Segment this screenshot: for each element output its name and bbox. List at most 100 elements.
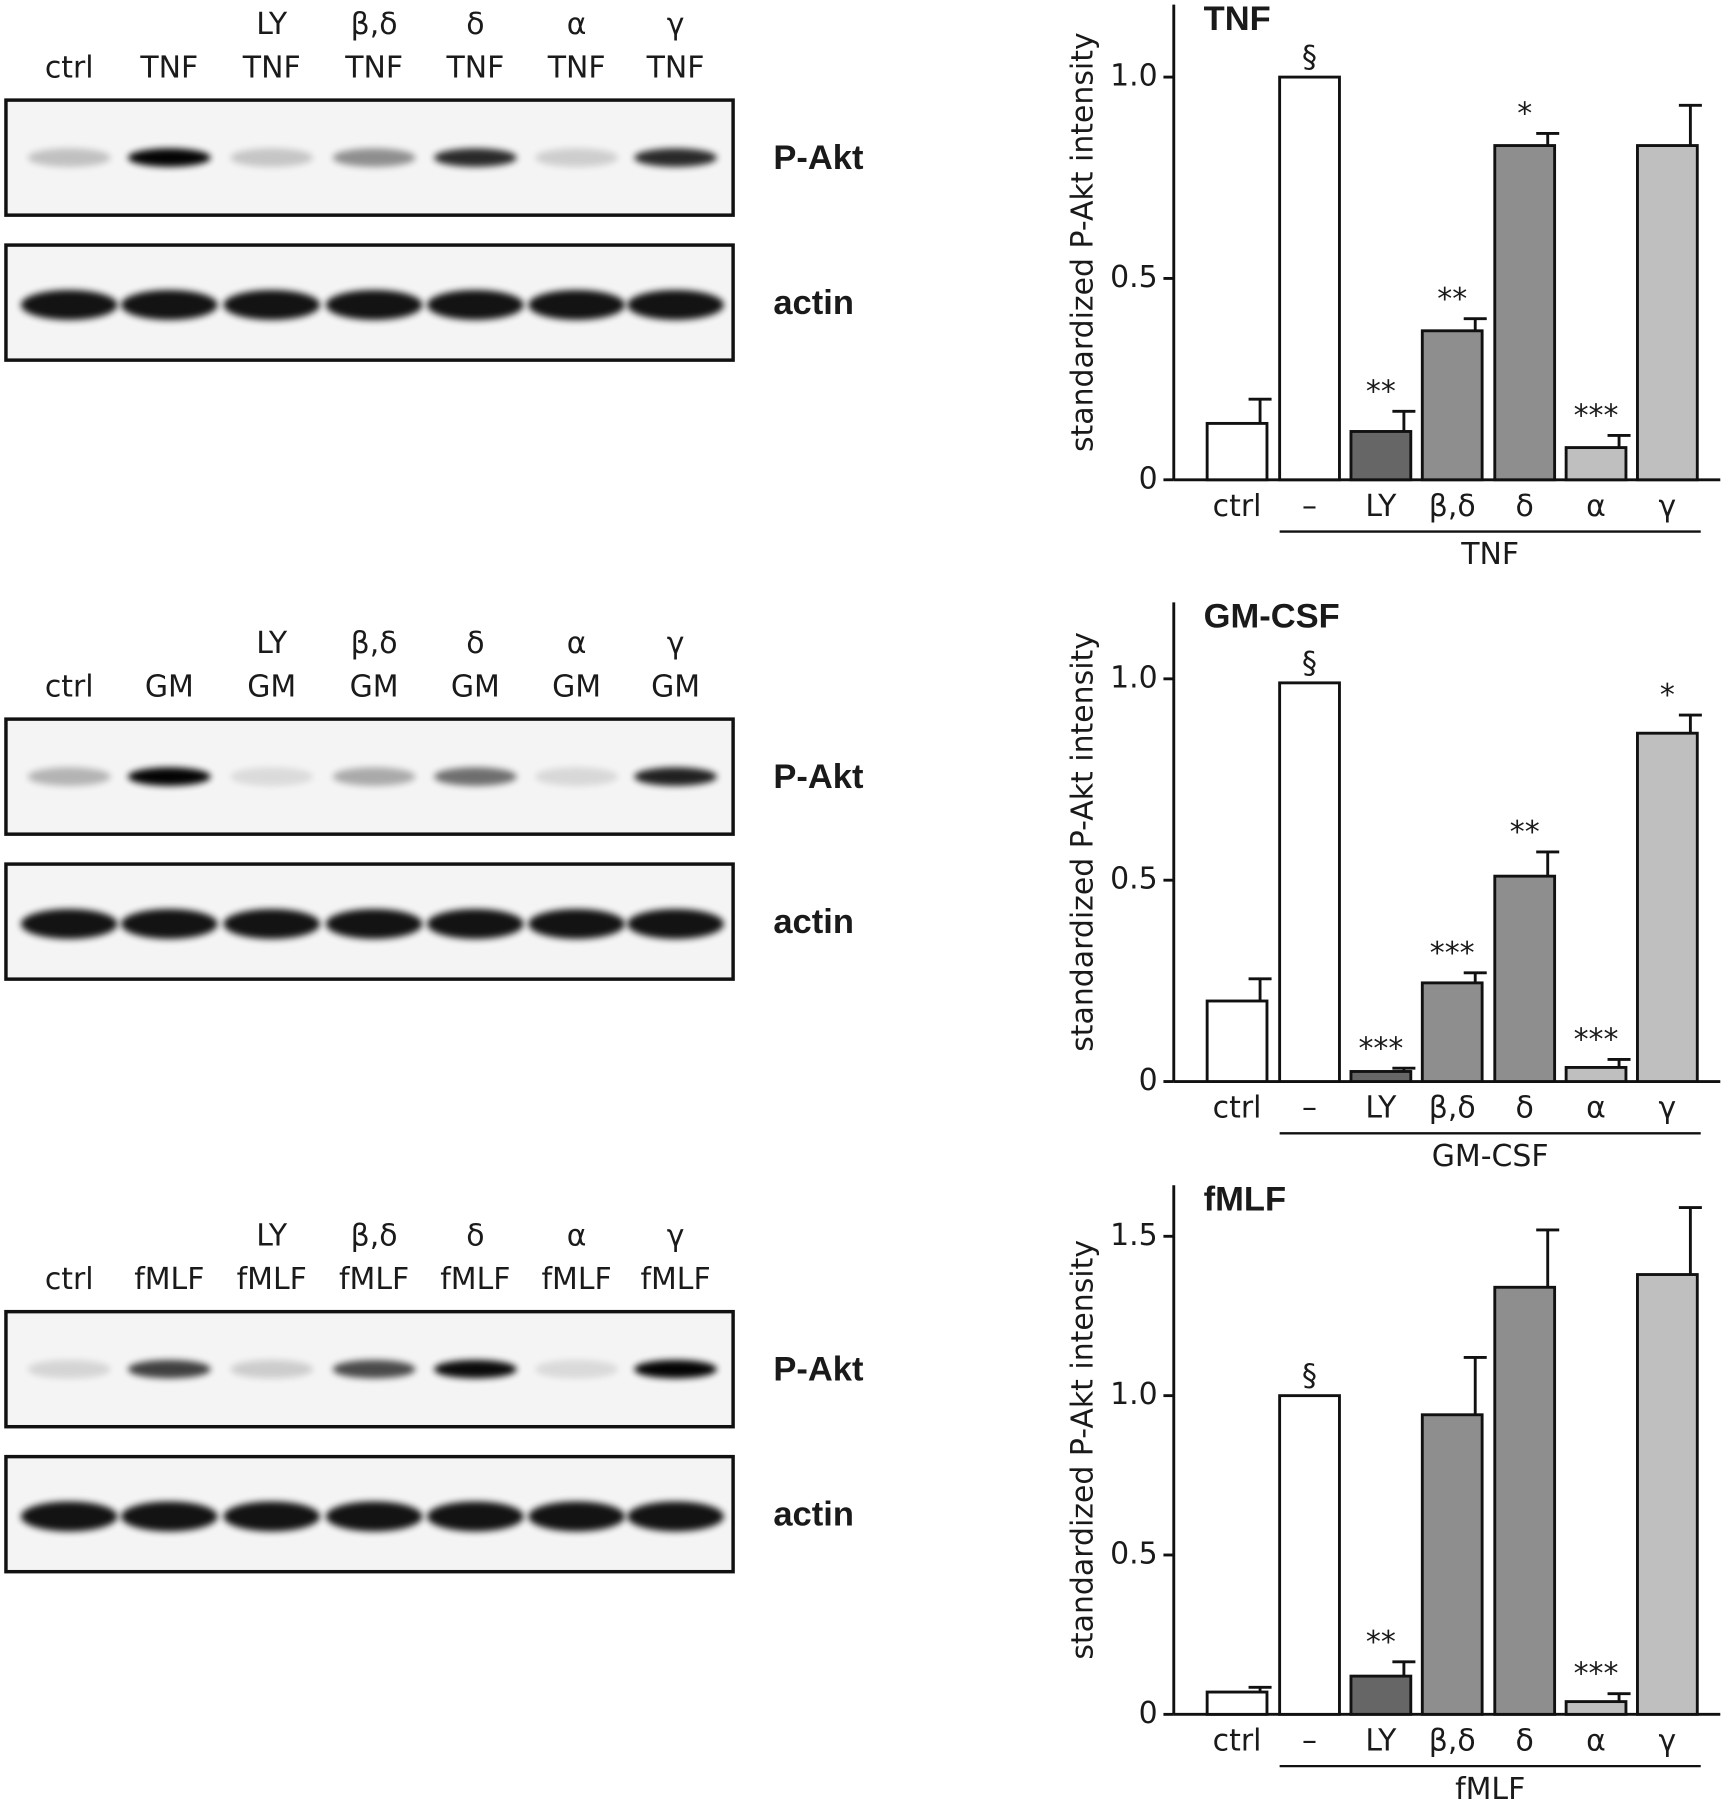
- blot-band: [223, 908, 321, 939]
- significance-label: **: [1366, 1625, 1396, 1660]
- bar: [1420, 1413, 1484, 1716]
- x-tick-label: LY: [1365, 489, 1397, 524]
- x-tick-label: α: [1586, 1723, 1606, 1758]
- lane-label: GM: [651, 670, 700, 705]
- y-tick-label: 1.0: [1110, 1377, 1158, 1412]
- lane-label: fMLF: [339, 1262, 409, 1297]
- blot-band: [332, 148, 416, 167]
- blot-band: [127, 767, 211, 786]
- significance-label: **: [1366, 374, 1396, 409]
- blot-band: [332, 1359, 416, 1379]
- significance-label: §: [1302, 40, 1317, 75]
- lane-label: α: [567, 626, 587, 661]
- lane-label: α: [567, 7, 587, 42]
- blot-band: [535, 1359, 619, 1379]
- bar: [1420, 981, 1484, 1083]
- blot-band: [627, 289, 724, 320]
- significance-label: **: [1437, 282, 1467, 317]
- significance-label: ***: [1358, 1031, 1403, 1066]
- band-label: P-Akt: [773, 1351, 864, 1389]
- bar: [1278, 75, 1341, 482]
- y-tick-label: 0: [1139, 1696, 1158, 1731]
- bar: [1349, 1674, 1413, 1716]
- bar: [1564, 446, 1628, 482]
- lane-label: GM: [145, 670, 194, 705]
- group-label: GM-CSF: [1432, 1139, 1549, 1174]
- blot-band: [634, 1359, 718, 1379]
- group-label: TNF: [1460, 537, 1519, 572]
- significance-label: ***: [1574, 399, 1619, 434]
- lane-label: TNF: [242, 51, 301, 86]
- bar: [1205, 421, 1269, 482]
- lane-label: fMLF: [237, 1262, 307, 1297]
- lane-label: LY: [256, 626, 288, 661]
- significance-label: ***: [1430, 936, 1475, 971]
- blot-band: [223, 1501, 321, 1532]
- band-label: P-Akt: [773, 139, 864, 177]
- significance-label: §: [1302, 646, 1317, 681]
- blot-band: [230, 767, 314, 786]
- x-tick-label: ctrl: [1213, 1723, 1262, 1758]
- blot-band: [634, 767, 718, 786]
- x-tick-label: γ: [1659, 1723, 1677, 1758]
- blot-band: [121, 1501, 218, 1532]
- lane-label: γ: [667, 7, 685, 42]
- x-tick-label: δ: [1516, 489, 1534, 524]
- blot-band: [20, 908, 118, 939]
- blot-band: [20, 289, 118, 320]
- lane-label: γ: [667, 1218, 685, 1253]
- lane-label: β,δ: [351, 1218, 398, 1253]
- significance-label: §: [1302, 1359, 1317, 1394]
- x-tick-label: γ: [1659, 489, 1677, 524]
- x-tick-label: δ: [1516, 1723, 1534, 1758]
- significance-label: **: [1510, 815, 1540, 850]
- lane-label: LY: [256, 1218, 288, 1253]
- lane-label: GM: [247, 670, 296, 705]
- blot-band: [535, 148, 619, 167]
- significance-label: *: [1517, 97, 1532, 132]
- y-tick-label: 0: [1139, 461, 1158, 496]
- blot-band: [427, 908, 524, 939]
- blot-band: [127, 148, 211, 167]
- bar: [1420, 329, 1484, 482]
- bar: [1493, 1285, 1557, 1716]
- x-tick-label: –: [1302, 1091, 1317, 1126]
- bar: [1205, 1690, 1269, 1716]
- blot-band: [121, 289, 218, 320]
- lane-label: GM: [451, 670, 500, 705]
- x-tick-label: β,δ: [1429, 1723, 1476, 1758]
- bar: [1205, 999, 1269, 1083]
- x-tick-label: –: [1302, 489, 1317, 524]
- lane-label: ctrl: [45, 51, 94, 86]
- bar: [1349, 430, 1413, 482]
- blot-band: [627, 908, 724, 939]
- blot-band: [427, 1501, 524, 1532]
- band-label: actin: [773, 284, 854, 322]
- chart-title: fMLF: [1204, 1181, 1286, 1219]
- blot-band: [634, 148, 718, 167]
- blot-band: [27, 1359, 111, 1379]
- y-tick-label: 1.0: [1110, 59, 1158, 94]
- lane-label: ctrl: [45, 670, 94, 705]
- blot-band: [528, 289, 625, 320]
- bar: [1564, 1066, 1628, 1083]
- lane-label: GM: [552, 670, 601, 705]
- lane-label: fMLF: [640, 1262, 710, 1297]
- blot-band: [325, 908, 423, 939]
- x-tick-label: γ: [1659, 1091, 1677, 1126]
- bar: [1636, 731, 1699, 1083]
- bar: [1636, 1273, 1699, 1716]
- blot-band: [427, 289, 524, 320]
- band-label: actin: [773, 903, 854, 941]
- lane-label: γ: [667, 626, 685, 661]
- chart-title: TNF: [1204, 0, 1271, 38]
- blot-band: [325, 1501, 423, 1532]
- x-tick-label: α: [1586, 489, 1606, 524]
- blot-band: [27, 148, 111, 167]
- bar: [1278, 681, 1341, 1083]
- blot-band: [528, 908, 625, 939]
- lane-label: LY: [256, 7, 288, 42]
- lane-label: fMLF: [440, 1262, 510, 1297]
- blot-band: [325, 289, 423, 320]
